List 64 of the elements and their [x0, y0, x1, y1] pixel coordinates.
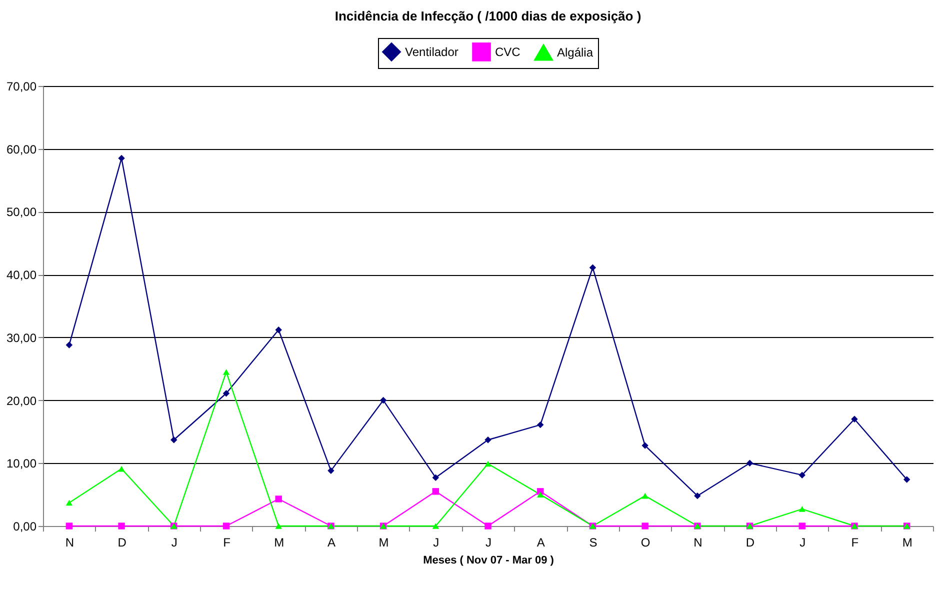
x-tick-label: O [640, 536, 650, 550]
point [222, 522, 230, 530]
y-tick-label: 70,00 [6, 80, 37, 94]
x-tick-label: M [902, 536, 912, 550]
point [432, 488, 439, 495]
y-tick-label: 10,00 [6, 456, 37, 471]
y-tick-label: 30,00 [6, 330, 37, 345]
x-tick-label: D [118, 536, 127, 550]
point [222, 369, 230, 375]
x-tick-label: J [486, 536, 492, 550]
point [275, 523, 282, 529]
point [484, 436, 492, 444]
point [537, 492, 544, 498]
x-tick-label: J [800, 536, 806, 550]
point [432, 523, 439, 529]
point [746, 460, 754, 466]
point [222, 390, 230, 397]
legend-label: CVC [495, 44, 521, 59]
point [275, 326, 282, 334]
point [903, 476, 910, 483]
point [484, 522, 492, 530]
point [432, 474, 439, 481]
point [118, 154, 125, 162]
x-axis-title: Meses ( Nov 07 - Mar 09 ) [423, 554, 554, 566]
point [798, 522, 806, 530]
point [642, 492, 648, 499]
point [642, 442, 648, 449]
x-tick-label: J [171, 536, 178, 550]
x-tick-label: N [694, 536, 702, 550]
x-tick-label: A [327, 536, 336, 550]
legend-label: Algália [557, 46, 594, 60]
point [328, 467, 334, 474]
point [694, 492, 701, 500]
point [66, 500, 73, 506]
x-tick-label: S [589, 536, 598, 550]
x-tick-label: F [223, 536, 230, 550]
x-tick-label: M [274, 536, 284, 550]
point [66, 522, 73, 530]
point [798, 472, 806, 478]
x-tick-label: A [536, 536, 545, 550]
x-tick-label: N [65, 536, 74, 550]
x-tick-label: D [746, 536, 755, 550]
x-tick-label: J [433, 536, 440, 550]
point [380, 396, 387, 404]
y-tick-label: 0,00 [13, 520, 37, 534]
y-tick-label: 60,00 [6, 142, 37, 156]
x-tick-label: F [851, 536, 859, 550]
point [798, 506, 806, 512]
point [537, 421, 544, 428]
point [66, 342, 73, 348]
y-tick-label: 40,00 [6, 268, 37, 282]
point [484, 460, 492, 467]
point [851, 416, 858, 422]
x-tick-label: M [378, 536, 389, 550]
point [589, 264, 596, 272]
legend-label: Ventilador [405, 44, 458, 59]
y-tick-label: 20,00 [6, 394, 37, 408]
point [118, 522, 125, 530]
point [118, 466, 125, 472]
point [275, 496, 282, 502]
point [642, 522, 648, 530]
chart-title: Incidência de Infecção ( /1000 dias de exposição ) [334, 8, 642, 24]
point [170, 436, 178, 444]
y-tick-label: 50,00 [6, 205, 37, 220]
